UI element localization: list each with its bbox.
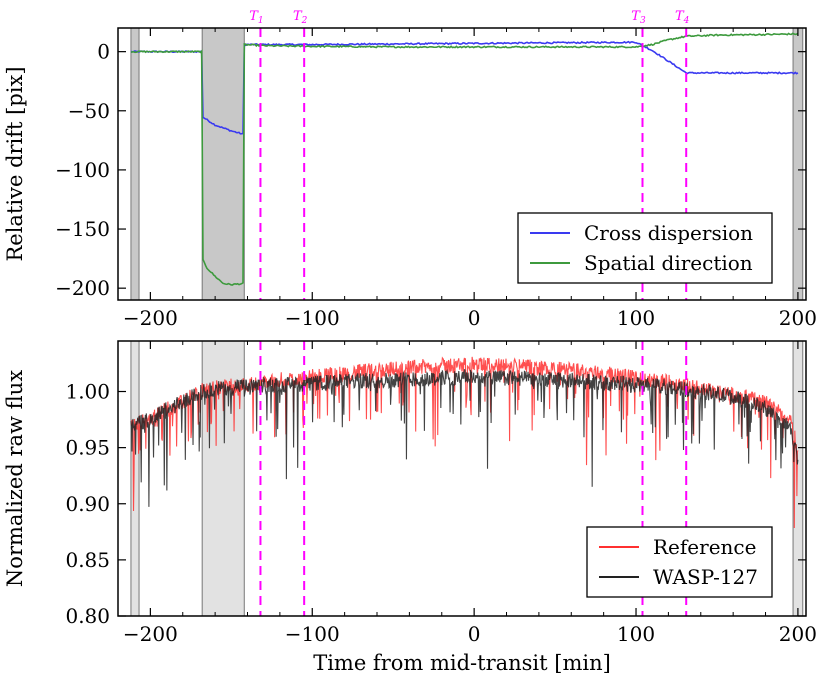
x-tick-label: −200: [123, 622, 178, 646]
y-tick-label: 1.00: [65, 380, 110, 404]
y-axis-label: Relative drift [pix]: [3, 66, 27, 261]
shaded-region: [130, 28, 140, 300]
transit-marker-label: T4: [675, 9, 690, 26]
legend-box: [586, 526, 773, 598]
y-tick-label: −100: [55, 158, 110, 182]
x-axis-label: Time from mid-transit [min]: [313, 651, 611, 675]
shaded-region: [792, 341, 804, 616]
x-tick-label: −100: [285, 306, 340, 330]
x-tick-label: 0: [468, 622, 481, 646]
axes-frame: [117, 340, 807, 617]
x-tick-label: 100: [617, 306, 655, 330]
x-tick-label: −100: [285, 622, 340, 646]
panel-top: T1 T2 T3 T4 −200 −100 0 100 200 0 −50 −100 −150 −200 R…: [3, 9, 817, 330]
x-tick-label: −200: [123, 306, 178, 330]
legend: Reference WASP-127: [586, 526, 773, 598]
transit-marker-label: T1: [249, 9, 263, 26]
legend: Cross dispersion Spatial direction: [517, 212, 773, 284]
legend-entry-label: Reference: [653, 535, 756, 559]
shaded-region: [792, 28, 804, 300]
x-tick-label: 0: [468, 306, 481, 330]
y-tick-label: 0.80: [65, 604, 110, 628]
axes-frame: [117, 27, 807, 301]
legend-entry-label: WASP-127: [653, 565, 758, 589]
y-tick-label: −150: [55, 217, 110, 241]
y-tick-label: −200: [55, 276, 110, 300]
panel-bottom: −200 −100 0 100 200 0.80 0.85 0.90 0.95 1.00 Norma…: [3, 340, 817, 675]
legend-entry-label: Spatial direction: [584, 251, 753, 275]
transit-marker-label: T2: [293, 9, 308, 26]
x-tick-label: 200: [779, 306, 817, 330]
y-tick-label: −50: [68, 99, 110, 123]
transit-marker-label: T3: [631, 9, 646, 26]
plot-area: [130, 341, 804, 616]
y-tick-label: 0.90: [65, 492, 110, 516]
y-tick-label: 0.85: [65, 548, 110, 572]
y-axis-label: Normalized raw flux: [3, 370, 27, 587]
legend-box: [517, 212, 773, 284]
x-tick-label: 100: [617, 622, 655, 646]
y-tick-label: 0: [97, 40, 110, 64]
shaded-region: [201, 28, 245, 300]
legend-entry-label: Cross dispersion: [584, 221, 753, 245]
shaded-region: [130, 341, 140, 616]
plot-area: [130, 28, 804, 300]
x-tick-label: 200: [779, 622, 817, 646]
y-tick-label: 0.95: [65, 436, 110, 460]
